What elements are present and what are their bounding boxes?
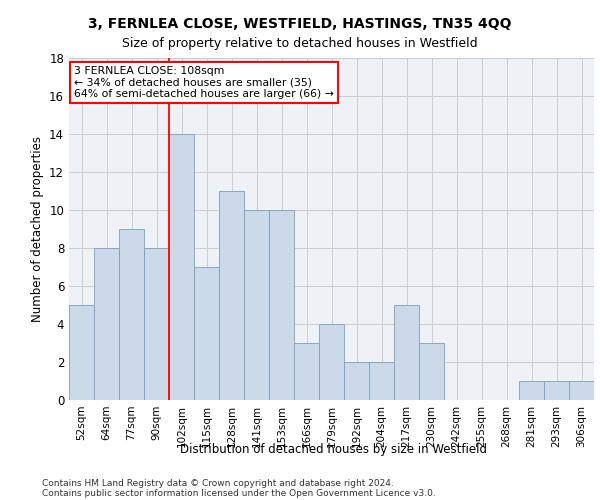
Bar <box>344 362 369 400</box>
Bar <box>94 248 119 400</box>
Bar <box>394 305 419 400</box>
Bar <box>69 305 94 400</box>
Text: Distribution of detached houses by size in Westfield: Distribution of detached houses by size … <box>179 442 487 456</box>
Y-axis label: Number of detached properties: Number of detached properties <box>31 136 44 322</box>
Bar <box>169 134 194 400</box>
Bar <box>569 381 594 400</box>
Text: 3 FERNLEA CLOSE: 108sqm
← 34% of detached houses are smaller (35)
64% of semi-de: 3 FERNLEA CLOSE: 108sqm ← 34% of detache… <box>74 66 334 100</box>
Text: Size of property relative to detached houses in Westfield: Size of property relative to detached ho… <box>122 38 478 51</box>
Bar <box>244 210 269 400</box>
Bar <box>369 362 394 400</box>
Bar <box>194 267 219 400</box>
Bar <box>544 381 569 400</box>
Bar <box>294 343 319 400</box>
Text: 3, FERNLEA CLOSE, WESTFIELD, HASTINGS, TN35 4QQ: 3, FERNLEA CLOSE, WESTFIELD, HASTINGS, T… <box>88 18 512 32</box>
Text: Contains HM Land Registry data © Crown copyright and database right 2024.: Contains HM Land Registry data © Crown c… <box>42 478 394 488</box>
Bar <box>144 248 169 400</box>
Bar <box>419 343 444 400</box>
Bar <box>269 210 294 400</box>
Bar <box>319 324 344 400</box>
Bar <box>519 381 544 400</box>
Bar <box>119 229 144 400</box>
Bar <box>219 190 244 400</box>
Text: Contains public sector information licensed under the Open Government Licence v3: Contains public sector information licen… <box>42 488 436 498</box>
